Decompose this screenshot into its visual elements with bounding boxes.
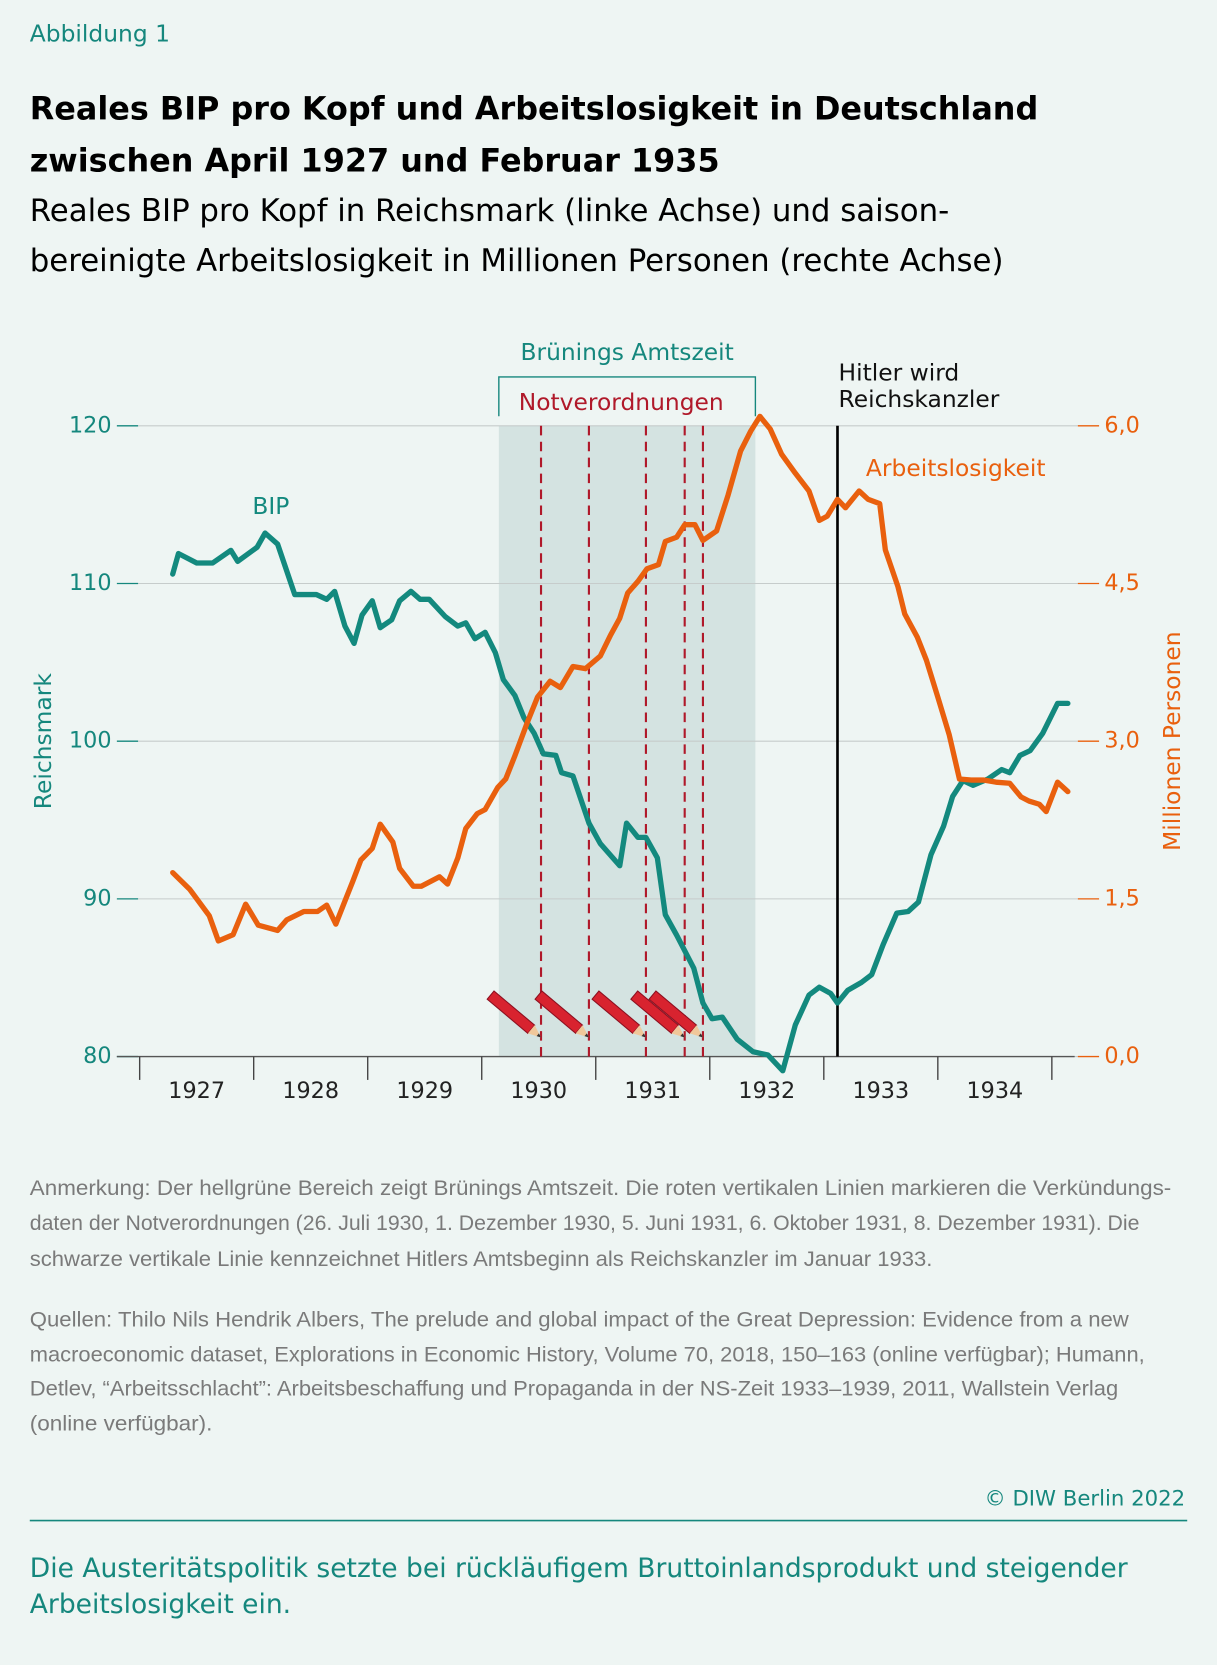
x-tick-label: 1929 (396, 1078, 453, 1104)
span-label: Brünings Amtszeit (520, 338, 733, 366)
summary: Die Austeritätspolitik setzte bei rücklä… (30, 1553, 1128, 1584)
subtitle: bereinigte Arbeitslosigkeit in Millionen… (30, 243, 1004, 279)
y-tick-label: 80 (83, 1043, 111, 1069)
pencil-tip (689, 1025, 703, 1038)
y-tick-label: 100 (69, 728, 112, 754)
y-tick-label: 120 (69, 412, 112, 438)
x-tick-label: 1932 (738, 1078, 795, 1104)
source: macroeconomic dataset, Explorations in E… (30, 1344, 1145, 1367)
x-tick-label: 1928 (282, 1078, 339, 1104)
figure-label: Abbildung 1 (30, 20, 170, 48)
x-tick-label: 1931 (624, 1078, 681, 1104)
y2-axis-label: Millionen Personen (1158, 631, 1186, 850)
remark: Anmerkung: Der hellgrüne Bereich zeigt B… (30, 1177, 1172, 1200)
series-label: Arbeitslosigkeit (866, 454, 1046, 482)
pencil-icon (648, 990, 703, 1038)
pencil-icon (591, 990, 646, 1038)
copyright: © DIW Berlin 2022 (984, 1486, 1185, 1511)
y2-tick-label: 3,0 (1104, 728, 1139, 754)
x-tick-label: 1933 (852, 1078, 909, 1104)
x-tick-label: 1930 (510, 1078, 567, 1104)
y-tick-label: 90 (83, 885, 111, 911)
pencil-tip (527, 1025, 542, 1038)
span-bracket (498, 376, 757, 417)
source: Quellen: Thilo Nils Hendrik Albers, The … (30, 1309, 1130, 1332)
pencil-icon (486, 990, 542, 1038)
series-line (170, 413, 1071, 944)
pencil-tip (671, 1025, 685, 1038)
pencil-tip (575, 1025, 589, 1038)
pencil-lead (698, 1033, 703, 1038)
x-tick-label: 1927 (168, 1078, 225, 1104)
source: (online verfügbar). (30, 1413, 213, 1436)
pencil-icon (630, 990, 685, 1038)
remark: schwarze vertikale Linie kennzeichnet Hi… (30, 1248, 933, 1271)
decree-label: Notverordnungen (519, 388, 724, 416)
pencil-lead (641, 1033, 646, 1038)
y2-tick-label: 0,0 (1104, 1043, 1139, 1069)
series-line (170, 530, 1071, 1074)
plot: Brünings Amtszeit Notverordnungen 80 90 100 1… (29, 338, 1186, 1104)
event-label: Reichskanzler (839, 385, 1000, 413)
series-label: BIP (252, 492, 289, 520)
remark: daten der Notverordnungen (26. Juli 1930… (30, 1212, 1140, 1235)
subtitle: Reales BIP pro Kopf in Reichsmark (linke… (30, 193, 949, 229)
y-axis-label: Reichsmark (29, 673, 57, 810)
pencil-lead (584, 1033, 589, 1038)
summary: Arbeitslosigkeit ein. (30, 1589, 291, 1620)
y2-tick-label: 6,0 (1104, 412, 1139, 438)
pencil-icon (534, 990, 589, 1038)
x-tick-label: 1934 (966, 1078, 1023, 1104)
source: Detlev, “Arbeitsschlacht”: Arbeitsbescha… (30, 1378, 1118, 1401)
event-label: Hitler wird (839, 358, 960, 386)
title: zwischen April 1927 und Februar 1935 (30, 141, 720, 179)
pencil-lead (680, 1033, 685, 1038)
y-tick-label: 110 (69, 570, 112, 596)
pencil-tip (632, 1025, 646, 1038)
y2-tick-label: 1,5 (1104, 885, 1139, 911)
y2-tick-label: 4,5 (1104, 570, 1139, 596)
pencil-lead (536, 1033, 542, 1038)
title: Reales BIP pro Kopf und Arbeitslosigkeit… (30, 89, 1039, 127)
